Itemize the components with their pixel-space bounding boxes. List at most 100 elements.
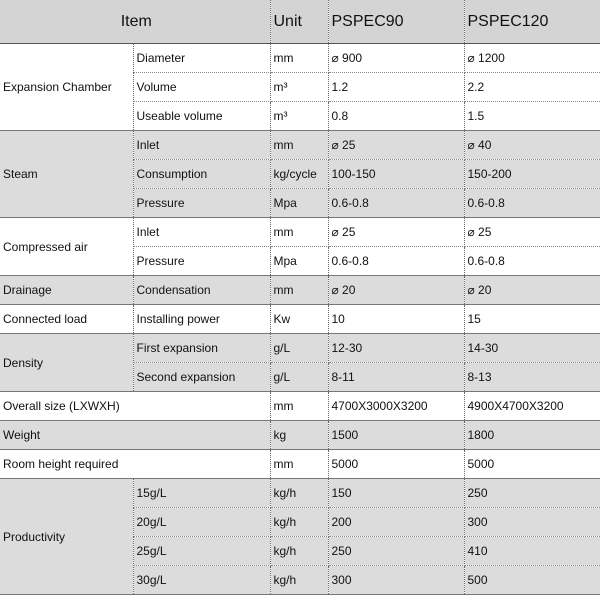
value-cell: 12-30	[328, 333, 465, 363]
table-row: 30g/L kg/h 300 500	[0, 565, 600, 595]
value-cell: ⌀ 25	[328, 217, 465, 247]
value-cell: 300	[464, 507, 600, 537]
value-cell: ⌀ 1200	[464, 43, 600, 73]
unit-cell: kg/cycle	[270, 159, 329, 189]
value-cell: 250	[328, 536, 465, 566]
table-row: 25g/L kg/h 250 410	[0, 536, 600, 566]
value-cell: ⌀ 40	[464, 130, 600, 160]
item-cell: Expansion Chamber	[0, 43, 134, 131]
table-row: Pressure Mpa 0.6-0.8 0.6-0.8	[0, 246, 600, 276]
table-row: Weight kg 1500 1800	[0, 420, 600, 450]
table-row: Overall size (LXWXH) mm 4700X3000X3200 4900…	[0, 391, 600, 421]
value-cell: 0.6-0.8	[464, 246, 600, 276]
value-cell: 150-200	[464, 159, 600, 189]
unit-cell: mm	[270, 275, 329, 305]
value-cell: 100-150	[328, 159, 465, 189]
value-cell: 300	[328, 565, 465, 595]
table-row: Useable volume m³ 0.8 1.5	[0, 101, 600, 131]
value-cell: 4900X4700X3200	[464, 391, 600, 421]
item-cell: Overall size (LXWXH)	[0, 391, 271, 421]
item-cell: Compressed air	[0, 217, 134, 276]
item-cell: Drainage	[0, 275, 134, 305]
table-row: Compressed air Inlet mm ⌀ 25 ⌀ 25	[0, 217, 600, 276]
header-cell: PSPEC120	[464, 0, 600, 44]
sub-item-cell: 20g/L	[133, 507, 271, 537]
sub-item-cell: First expansion	[133, 333, 271, 363]
unit-cell: kg/h	[270, 507, 329, 537]
value-cell: 4700X3000X3200	[328, 391, 465, 421]
sub-item-cell: Volume	[133, 72, 271, 102]
table-row: Density First expansion g/L 12-30 14-30	[0, 333, 600, 392]
unit-cell: mm	[270, 217, 329, 247]
sub-item-cell: 30g/L	[133, 565, 271, 595]
value-cell: 410	[464, 536, 600, 566]
item-cell: Steam	[0, 130, 134, 218]
item-cell: Weight	[0, 420, 271, 450]
header-cell: Item	[0, 0, 271, 44]
sub-item-cell: 15g/L	[133, 478, 271, 508]
unit-cell: Mpa	[270, 246, 329, 276]
table-row: Second expansion g/L 8-11 8-13	[0, 362, 600, 392]
unit-cell: Kw	[270, 304, 329, 334]
item-cell: Productivity	[0, 478, 134, 595]
value-cell: 8-13	[464, 362, 600, 392]
value-cell: 0.6-0.8	[328, 246, 465, 276]
value-cell: 5000	[464, 449, 600, 479]
header-row: Item Unit PSPEC90 PSPEC120	[0, 0, 600, 44]
unit-cell: Mpa	[270, 188, 329, 218]
unit-cell: mm	[270, 391, 329, 421]
value-cell: ⌀ 25	[328, 130, 465, 160]
table-row: Drainage Condensation mm ⌀ 20 ⌀ 20	[0, 275, 600, 305]
value-cell: ⌀ 20	[464, 275, 600, 305]
unit-cell: m³	[270, 72, 329, 102]
sub-item-cell: Second expansion	[133, 362, 271, 392]
value-cell: 0.6-0.8	[328, 188, 465, 218]
sub-item-cell: Condensation	[133, 275, 271, 305]
value-cell: ⌀ 900	[328, 43, 465, 73]
unit-cell: kg/h	[270, 478, 329, 508]
value-cell: 1500	[328, 420, 465, 450]
sub-item-cell: 25g/L	[133, 536, 271, 566]
sub-item-cell: Consumption	[133, 159, 271, 189]
value-cell: ⌀ 25	[464, 217, 600, 247]
unit-cell: kg	[270, 420, 329, 450]
table-body: Expansion Chamber Diameter mm ⌀ 900 ⌀ 1200 Vo…	[0, 43, 600, 595]
unit-cell: mm	[270, 449, 329, 479]
value-cell: 150	[328, 478, 465, 508]
value-cell: 5000	[328, 449, 465, 479]
sub-item-cell: Useable volume	[133, 101, 271, 131]
unit-cell: kg/h	[270, 565, 329, 595]
table-row: Volume m³ 1.2 2.2	[0, 72, 600, 102]
header-cell: Unit	[270, 0, 329, 44]
unit-cell: kg/h	[270, 536, 329, 566]
value-cell: 15	[464, 304, 600, 334]
value-cell: 500	[464, 565, 600, 595]
unit-cell: mm	[270, 130, 329, 160]
value-cell: 14-30	[464, 333, 600, 363]
table-row: 20g/L kg/h 200 300	[0, 507, 600, 537]
item-cell: Connected load	[0, 304, 134, 334]
table-row: Productivity 15g/L kg/h 150 250	[0, 478, 600, 595]
item-cell: Density	[0, 333, 134, 392]
sub-item-cell: Inlet	[133, 130, 271, 160]
unit-cell: m³	[270, 101, 329, 131]
value-cell: ⌀ 20	[328, 275, 465, 305]
value-cell: 10	[328, 304, 465, 334]
table-row: Pressure Mpa 0.6-0.8 0.6-0.8	[0, 188, 600, 218]
value-cell: 2.2	[464, 72, 600, 102]
table-row: Room height required mm 5000 5000	[0, 449, 600, 479]
value-cell: 1.5	[464, 101, 600, 131]
value-cell: 1.2	[328, 72, 465, 102]
item-cell: Room height required	[0, 449, 271, 479]
value-cell: 0.8	[328, 101, 465, 131]
sub-item-cell: Pressure	[133, 188, 271, 218]
table-row: Consumption kg/cycle 100-150 150-200	[0, 159, 600, 189]
value-cell: 1800	[464, 420, 600, 450]
table-row: Steam Inlet mm ⌀ 25 ⌀ 40	[0, 130, 600, 218]
sub-item-cell: Installing power	[133, 304, 271, 334]
unit-cell: mm	[270, 43, 329, 73]
table-row: Expansion Chamber Diameter mm ⌀ 900 ⌀ 1200	[0, 43, 600, 131]
value-cell: 200	[328, 507, 465, 537]
unit-cell: g/L	[270, 362, 329, 392]
